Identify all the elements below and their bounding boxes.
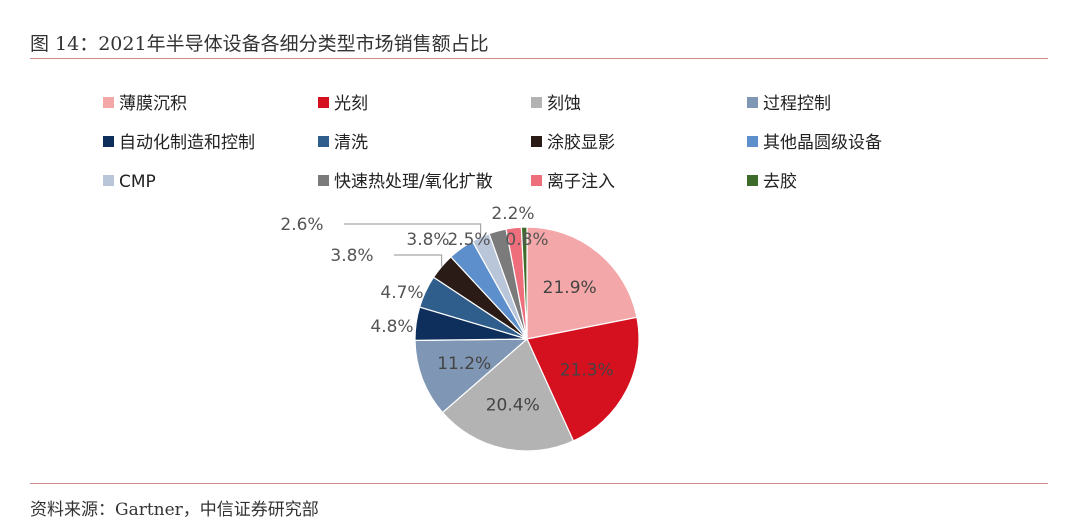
data-label-9: 2.5% — [447, 230, 490, 250]
data-label-6: 3.8% — [330, 246, 373, 266]
legend-swatch-0 — [103, 97, 114, 108]
leader-line-6 — [394, 254, 443, 267]
data-label-3: 11.2% — [437, 354, 491, 374]
legend-label-8: CMP — [119, 172, 156, 192]
pie-slice-0 — [526, 226, 638, 340]
pie-slice-1 — [526, 316, 640, 442]
legend-swatch-9 — [318, 175, 329, 186]
title-divider — [30, 58, 1048, 59]
source-divider — [30, 483, 1048, 484]
pie-slice-2 — [441, 338, 575, 452]
data-label-11: 0.8% — [505, 230, 548, 250]
legend-swatch-4 — [103, 136, 114, 147]
leader-line-8 — [344, 223, 482, 238]
pie-slice-3 — [414, 338, 529, 414]
legend-label-5: 清洗 — [334, 133, 368, 153]
legend-swatch-11 — [747, 175, 758, 186]
legend-label-4: 自动化制造和控制 — [119, 133, 255, 153]
data-label-8: 2.6% — [280, 215, 323, 235]
legend-swatch-10 — [531, 175, 542, 186]
data-label-10: 2.2% — [491, 204, 534, 224]
legend-swatch-8 — [103, 175, 114, 186]
data-label-4: 4.8% — [370, 317, 413, 337]
data-label-2: 20.4% — [486, 396, 540, 416]
data-label-0: 21.9% — [543, 278, 597, 298]
pie-slices — [414, 226, 640, 452]
data-labels: 21.9% 21.3% 20.4% 11.2% 4.8% 4.7% 3.8% 3.8% 2.6%… — [280, 204, 613, 416]
legend-swatch-2 — [531, 97, 542, 108]
legend-label-0: 薄膜沉积 — [119, 94, 187, 114]
legend-swatch-5 — [318, 136, 329, 147]
legend-swatch-6 — [531, 136, 542, 147]
legend-label-9: 快速热处理/氧化扩散 — [334, 172, 493, 192]
leader-lines — [344, 223, 482, 267]
legend-label-3: 过程控制 — [763, 94, 831, 114]
legend-label-6: 涂胶显影 — [547, 133, 615, 153]
legend-label-7: 其他晶圆级设备 — [763, 133, 882, 153]
source-note: 资料来源：Gartner，中信证券研究部 — [30, 500, 319, 520]
legend-label-1: 光刻 — [334, 94, 368, 114]
data-label-1: 21.3% — [560, 361, 614, 381]
legend-label-11: 去胶 — [763, 172, 797, 192]
chart-title: 图 14：2021年半导体设备各细分类型市场销售额占比 — [30, 33, 489, 55]
legend-label-10: 离子注入 — [547, 172, 615, 192]
data-label-5: 4.7% — [380, 283, 423, 303]
legend-label-2: 刻蚀 — [547, 94, 581, 114]
legend-swatch-3 — [747, 97, 758, 108]
pie-slice-11 — [520, 226, 528, 340]
legend-swatch-7 — [747, 136, 758, 147]
data-label-7: 3.8% — [406, 230, 449, 250]
legend-swatch-1 — [318, 97, 329, 108]
